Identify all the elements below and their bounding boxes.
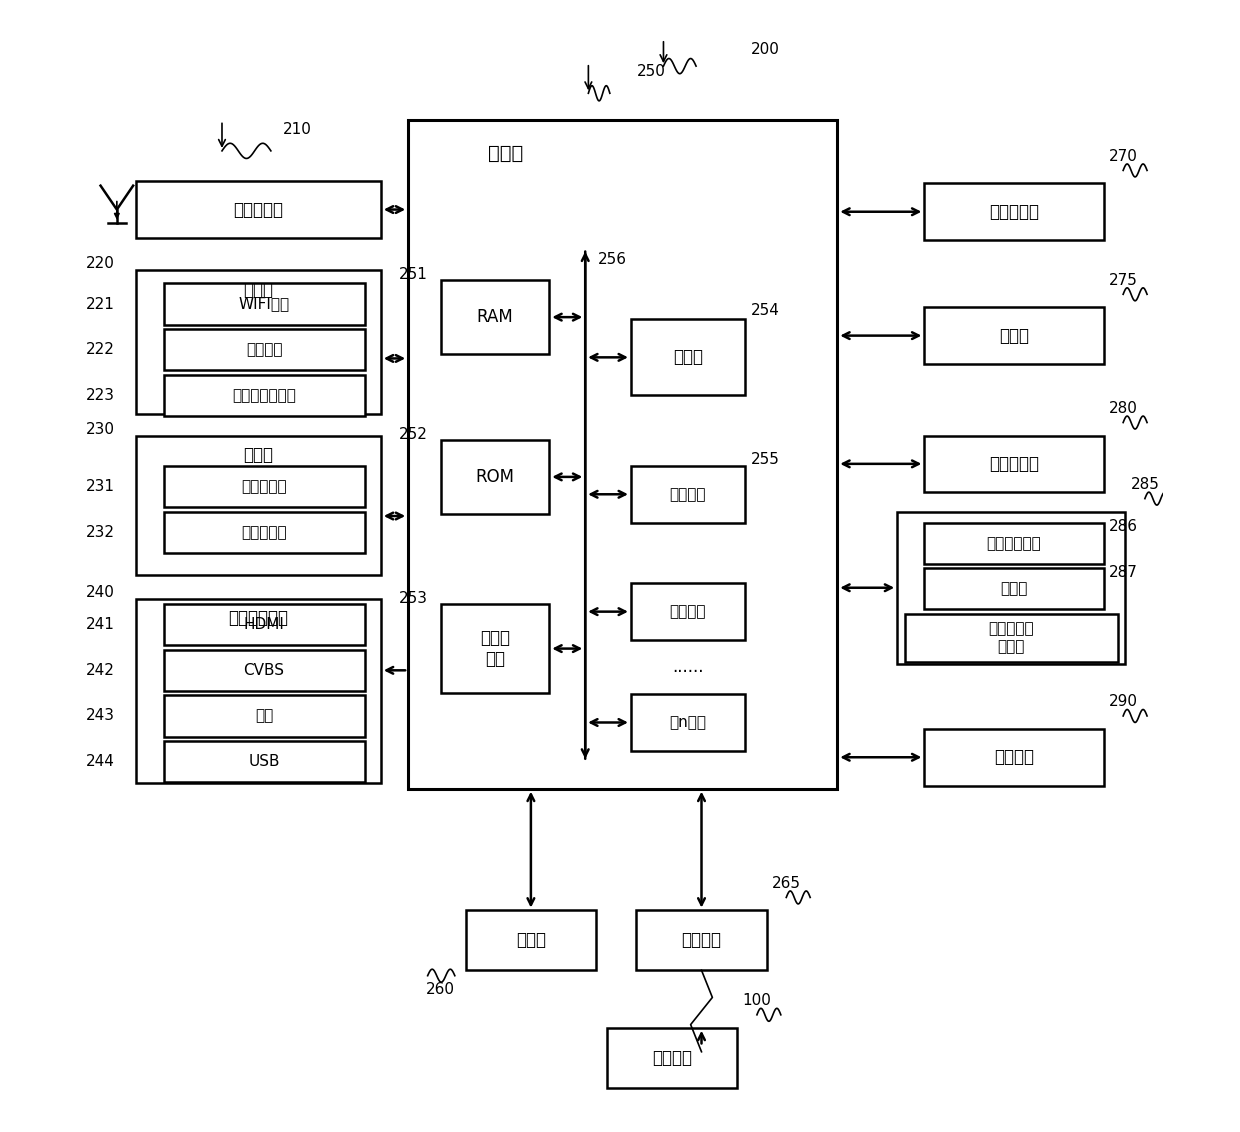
Text: 控制装置: 控制装置 [652, 1048, 692, 1066]
Text: 256: 256 [598, 252, 627, 267]
Text: 241: 241 [86, 617, 114, 632]
FancyBboxPatch shape [631, 319, 745, 395]
Text: 显示器: 显示器 [999, 327, 1029, 344]
Text: 250: 250 [637, 65, 666, 79]
Text: USB: USB [248, 754, 280, 769]
Text: 285: 285 [1131, 477, 1159, 492]
Text: 图像采集器: 图像采集器 [242, 525, 286, 540]
Text: 275: 275 [1109, 273, 1138, 288]
FancyBboxPatch shape [466, 910, 596, 970]
Text: 视频处理器: 视频处理器 [990, 203, 1039, 221]
Text: 存储器: 存储器 [516, 932, 546, 950]
Text: 255: 255 [750, 452, 779, 468]
FancyBboxPatch shape [636, 910, 766, 970]
Text: 230: 230 [86, 421, 114, 437]
FancyBboxPatch shape [631, 694, 745, 751]
Text: 253: 253 [398, 591, 428, 606]
Text: 控制器: 控制器 [489, 144, 523, 163]
Text: 232: 232 [86, 525, 114, 540]
Text: 221: 221 [86, 297, 114, 311]
Text: 扬声器: 扬声器 [1001, 582, 1028, 597]
Text: 200: 200 [750, 42, 779, 58]
FancyBboxPatch shape [631, 583, 745, 640]
FancyBboxPatch shape [924, 523, 1104, 564]
Text: 图形处
理器: 图形处 理器 [480, 629, 510, 668]
FancyBboxPatch shape [631, 466, 745, 523]
Text: 290: 290 [1109, 694, 1138, 710]
Text: 检测器: 检测器 [244, 446, 274, 464]
FancyBboxPatch shape [136, 181, 381, 238]
Text: 265: 265 [773, 876, 801, 891]
FancyBboxPatch shape [164, 512, 365, 552]
Text: 第二接口: 第二接口 [670, 604, 706, 619]
Text: 供电电源: 供电电源 [994, 748, 1034, 766]
Text: 270: 270 [1109, 148, 1138, 164]
FancyBboxPatch shape [164, 375, 365, 417]
Text: WIFI模块: WIFI模块 [238, 297, 290, 311]
FancyBboxPatch shape [924, 308, 1104, 363]
FancyBboxPatch shape [136, 599, 381, 783]
Text: 调谐解调器: 调谐解调器 [233, 200, 284, 218]
FancyBboxPatch shape [164, 604, 365, 645]
Text: 用户接口: 用户接口 [682, 932, 722, 950]
Text: 251: 251 [399, 267, 428, 282]
Text: 有线以太网模块: 有线以太网模块 [232, 388, 296, 403]
Text: 分量: 分量 [255, 709, 273, 723]
FancyBboxPatch shape [164, 741, 365, 782]
FancyBboxPatch shape [897, 512, 1126, 663]
Text: 100: 100 [743, 993, 771, 1009]
Text: 音频输出接口: 音频输出接口 [987, 535, 1042, 550]
Text: 243: 243 [86, 709, 114, 723]
Text: CVBS: CVBS [243, 663, 285, 678]
FancyBboxPatch shape [136, 271, 381, 414]
Text: 第n接口: 第n接口 [670, 715, 707, 730]
Text: 223: 223 [86, 388, 114, 403]
Text: 外部装置接口: 外部装置接口 [228, 609, 289, 627]
FancyBboxPatch shape [164, 466, 365, 507]
Text: 蓝牙模块: 蓝牙模块 [246, 342, 283, 358]
FancyBboxPatch shape [924, 436, 1104, 492]
Text: ROM: ROM [475, 468, 515, 486]
Text: 210: 210 [283, 121, 312, 137]
FancyBboxPatch shape [164, 283, 365, 325]
Text: 260: 260 [425, 983, 455, 997]
Text: 240: 240 [86, 584, 114, 600]
Text: 声音采集器: 声音采集器 [242, 479, 286, 495]
FancyBboxPatch shape [440, 440, 549, 514]
FancyBboxPatch shape [905, 614, 1117, 661]
Text: 220: 220 [86, 256, 114, 272]
FancyBboxPatch shape [164, 695, 365, 737]
FancyBboxPatch shape [408, 120, 837, 789]
Text: 音频处理器: 音频处理器 [990, 455, 1039, 473]
Text: 286: 286 [1109, 520, 1138, 534]
Text: 处理器: 处理器 [673, 349, 703, 367]
Text: RAM: RAM [476, 308, 513, 326]
FancyBboxPatch shape [136, 436, 381, 575]
FancyBboxPatch shape [924, 568, 1104, 609]
Text: 280: 280 [1109, 401, 1138, 415]
FancyBboxPatch shape [924, 183, 1104, 240]
FancyBboxPatch shape [440, 281, 549, 354]
Text: 通信器: 通信器 [244, 281, 274, 299]
Text: 外接音响输
出端子: 外接音响输 出端子 [988, 621, 1034, 654]
Text: 222: 222 [86, 342, 114, 358]
Text: 252: 252 [399, 427, 428, 441]
FancyBboxPatch shape [440, 604, 549, 693]
Text: HDMI: HDMI [244, 617, 284, 632]
Text: 第一接口: 第一接口 [670, 487, 706, 501]
FancyBboxPatch shape [164, 329, 365, 370]
Text: ......: ...... [672, 658, 703, 676]
Text: 287: 287 [1109, 565, 1138, 580]
FancyBboxPatch shape [164, 650, 365, 691]
FancyBboxPatch shape [924, 729, 1104, 786]
Text: 231: 231 [86, 479, 114, 495]
Text: 244: 244 [86, 754, 114, 769]
FancyBboxPatch shape [606, 1028, 738, 1088]
Text: 242: 242 [86, 663, 114, 678]
Text: 254: 254 [750, 303, 779, 318]
